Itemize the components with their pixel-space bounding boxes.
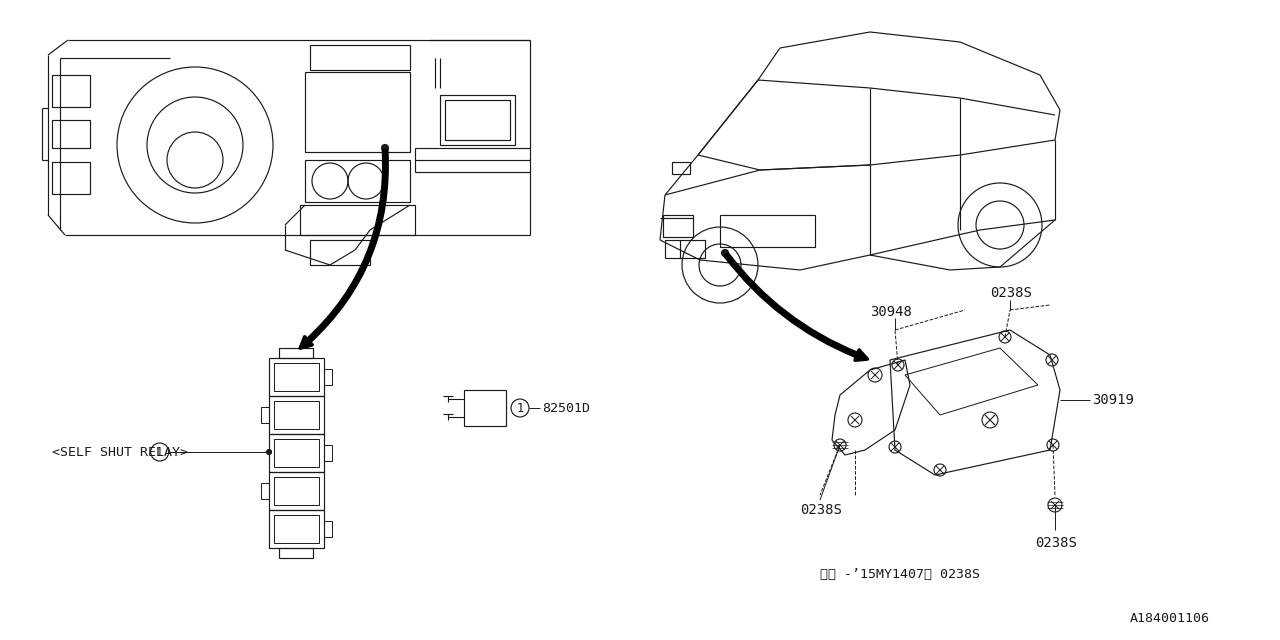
Bar bbox=[310, 240, 370, 265]
Circle shape bbox=[266, 449, 271, 454]
Bar bbox=[305, 160, 410, 202]
Text: 0238S: 0238S bbox=[800, 503, 842, 517]
Circle shape bbox=[722, 250, 728, 257]
Bar bbox=[52, 162, 90, 194]
Bar bbox=[465, 390, 506, 426]
Text: A184001106: A184001106 bbox=[1130, 611, 1210, 625]
Bar bbox=[324, 445, 332, 461]
FancyArrowPatch shape bbox=[726, 254, 868, 360]
Bar bbox=[261, 407, 269, 423]
Text: 30919: 30919 bbox=[1092, 393, 1134, 407]
Bar bbox=[269, 396, 324, 434]
Bar bbox=[269, 472, 324, 510]
FancyArrowPatch shape bbox=[300, 150, 388, 348]
Text: 1: 1 bbox=[516, 401, 524, 415]
Bar bbox=[52, 120, 90, 148]
Bar bbox=[274, 439, 319, 467]
Text: 1: 1 bbox=[156, 445, 164, 458]
Bar bbox=[274, 515, 319, 543]
Bar bbox=[279, 348, 314, 358]
Bar bbox=[324, 369, 332, 385]
Bar bbox=[279, 548, 314, 558]
Bar bbox=[672, 162, 690, 174]
Text: 30948: 30948 bbox=[870, 305, 911, 319]
Bar bbox=[269, 510, 324, 548]
Bar bbox=[305, 72, 410, 152]
Bar bbox=[721, 215, 815, 247]
Bar bbox=[274, 401, 319, 429]
Bar bbox=[324, 521, 332, 537]
Text: 82501D: 82501D bbox=[541, 401, 590, 415]
Bar bbox=[663, 215, 692, 237]
Text: <SELF SHUT RELAY>: <SELF SHUT RELAY> bbox=[52, 445, 188, 458]
Bar bbox=[274, 477, 319, 505]
Bar bbox=[440, 95, 515, 145]
Bar bbox=[269, 434, 324, 472]
Text: 0238S: 0238S bbox=[1036, 536, 1076, 550]
Bar bbox=[52, 75, 90, 107]
Bar bbox=[274, 363, 319, 391]
Bar bbox=[261, 483, 269, 499]
Bar bbox=[445, 100, 509, 140]
Bar bbox=[269, 358, 324, 396]
Bar bbox=[310, 45, 410, 70]
Bar bbox=[300, 205, 415, 235]
Text: ※（ -’15MY1407） 0238S: ※（ -’15MY1407） 0238S bbox=[820, 568, 980, 582]
Circle shape bbox=[381, 145, 389, 152]
Bar bbox=[666, 240, 705, 258]
Text: 0238S: 0238S bbox=[989, 286, 1032, 300]
